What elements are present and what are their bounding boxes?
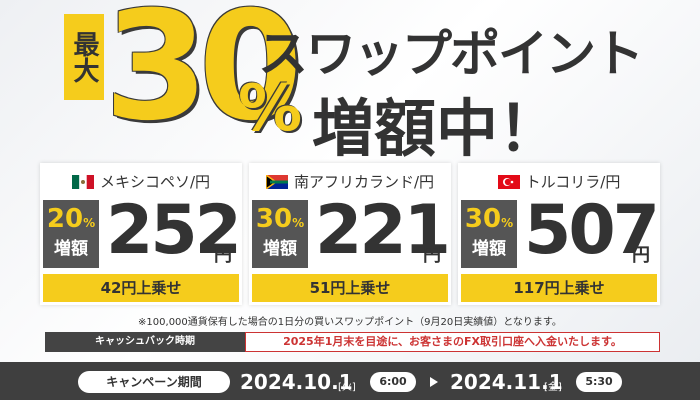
- rate-label: 増額: [263, 239, 297, 259]
- start-day: [火]: [338, 382, 356, 393]
- currency-row: 南アフリカランド/円: [249, 171, 451, 192]
- currency-row: トルコリラ/円: [458, 171, 660, 192]
- start-date: 2024.10.1: [240, 370, 353, 394]
- cashback-text: 2025年1月末を目途に、お客さまのFX取引口座へ入金いたします。: [245, 332, 660, 352]
- note: ※100,000通貨保有した場合の1日分の買いスワップポイント（9月20日実績値…: [138, 317, 562, 328]
- flag: [497, 174, 520, 189]
- currency: メキシコペソ/円: [99, 173, 211, 191]
- end-day: [金]: [544, 382, 562, 393]
- amount-unit: 円: [214, 245, 232, 266]
- cashback-label: キャッシュバック時期: [45, 332, 245, 352]
- card: 南アフリカランド/円 30% 増額 221 円 51円上乗せ: [249, 163, 451, 305]
- flag: [265, 174, 288, 189]
- amount-unit: 円: [632, 245, 650, 266]
- amount-unit: 円: [423, 245, 441, 266]
- headline: 増額中！: [312, 92, 561, 165]
- rate: 30: [464, 204, 502, 234]
- end-date: 2024.11.1: [450, 370, 563, 394]
- start-time: 6:00: [370, 372, 416, 392]
- rate-unit: %: [292, 216, 305, 230]
- bonus: 117円上乗せ: [461, 274, 657, 302]
- currency: 南アフリカランド/円: [293, 173, 435, 191]
- campaign-label: キャンペーン期間: [78, 371, 230, 393]
- rate: 30: [255, 204, 293, 234]
- rate: 20: [46, 204, 84, 234]
- rate-box: 20% 増額: [43, 200, 99, 268]
- rate-box: 30% 増額: [461, 200, 517, 268]
- rate-unit: %: [501, 216, 514, 230]
- badge: 最大: [64, 14, 104, 100]
- currency: トルコリラ/円: [525, 173, 621, 191]
- end-time: 5:30: [576, 372, 622, 392]
- bonus: 42円上乗せ: [43, 274, 239, 302]
- bonus: 51円上乗せ: [252, 274, 448, 302]
- rate-box: 30% 増額: [252, 200, 308, 268]
- currency-row: メキシコペソ/円: [40, 171, 242, 192]
- amount: 252: [106, 191, 242, 270]
- amount: 507: [524, 191, 660, 270]
- big-number: 30: [104, 0, 303, 154]
- rate-unit: %: [83, 216, 96, 230]
- rate-label: 増額: [472, 239, 506, 259]
- flag: [71, 174, 94, 189]
- arrow: [430, 377, 438, 387]
- amount: 221: [315, 191, 451, 270]
- card: メキシコペソ/円 20% 増額 252 円 42円上乗せ: [40, 163, 242, 305]
- headline: スワップポイント: [258, 25, 644, 83]
- card: トルコリラ/円 30% 増額 507 円 117円上乗せ: [458, 163, 660, 305]
- percent: %: [238, 72, 303, 146]
- rate-label: 増額: [54, 239, 88, 259]
